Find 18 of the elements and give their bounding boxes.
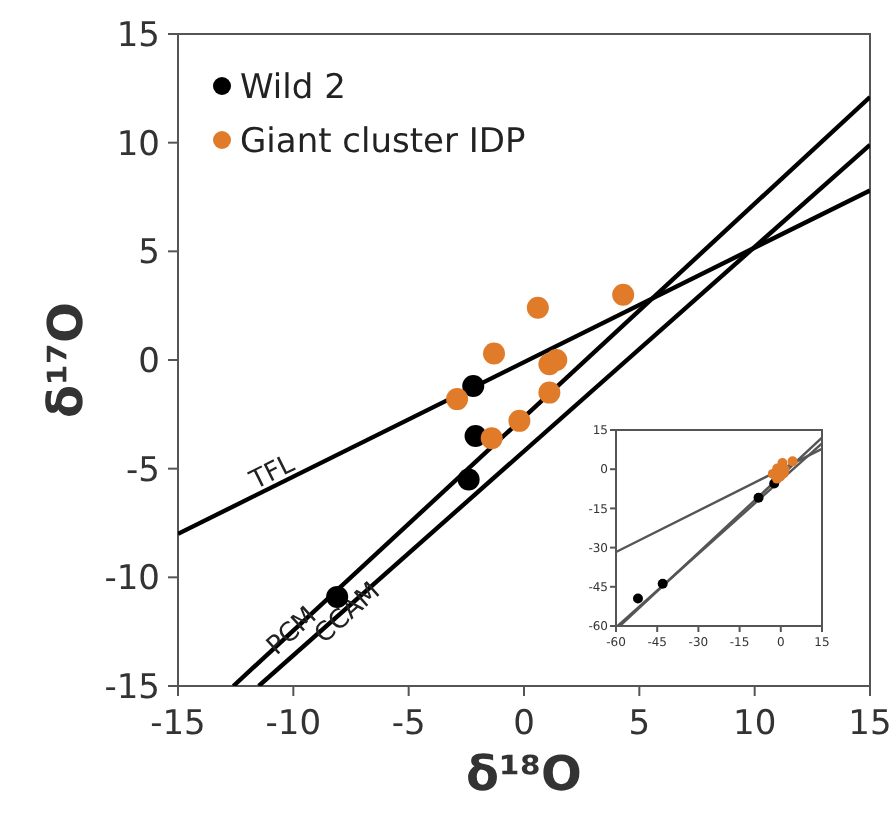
- x-tick-label: -5: [391, 704, 426, 744]
- y-tick-label: -15: [104, 667, 160, 708]
- y-axis-title: δ¹⁷O: [38, 302, 94, 418]
- y-tick-label: 15: [116, 15, 160, 56]
- legend-label: Wild 2: [240, 67, 346, 108]
- y-tick-label: -5: [126, 450, 160, 491]
- y-tick-label: 0: [138, 341, 160, 382]
- x-tick-label: 5: [628, 704, 651, 744]
- x-tick-label: 15: [848, 704, 892, 744]
- x-tick-label: -10: [265, 704, 322, 744]
- y-tick-label: 10: [116, 124, 160, 165]
- x-tick-label: 0: [513, 704, 535, 744]
- text: TFL: [243, 448, 301, 498]
- x-axis-title: δ¹⁸O: [466, 746, 582, 802]
- legend-label: Giant cluster IDP: [240, 121, 526, 162]
- y-tick-label: 5: [138, 233, 160, 274]
- y-tick-label: -10: [104, 559, 160, 600]
- x-tick-label: 10: [733, 704, 777, 744]
